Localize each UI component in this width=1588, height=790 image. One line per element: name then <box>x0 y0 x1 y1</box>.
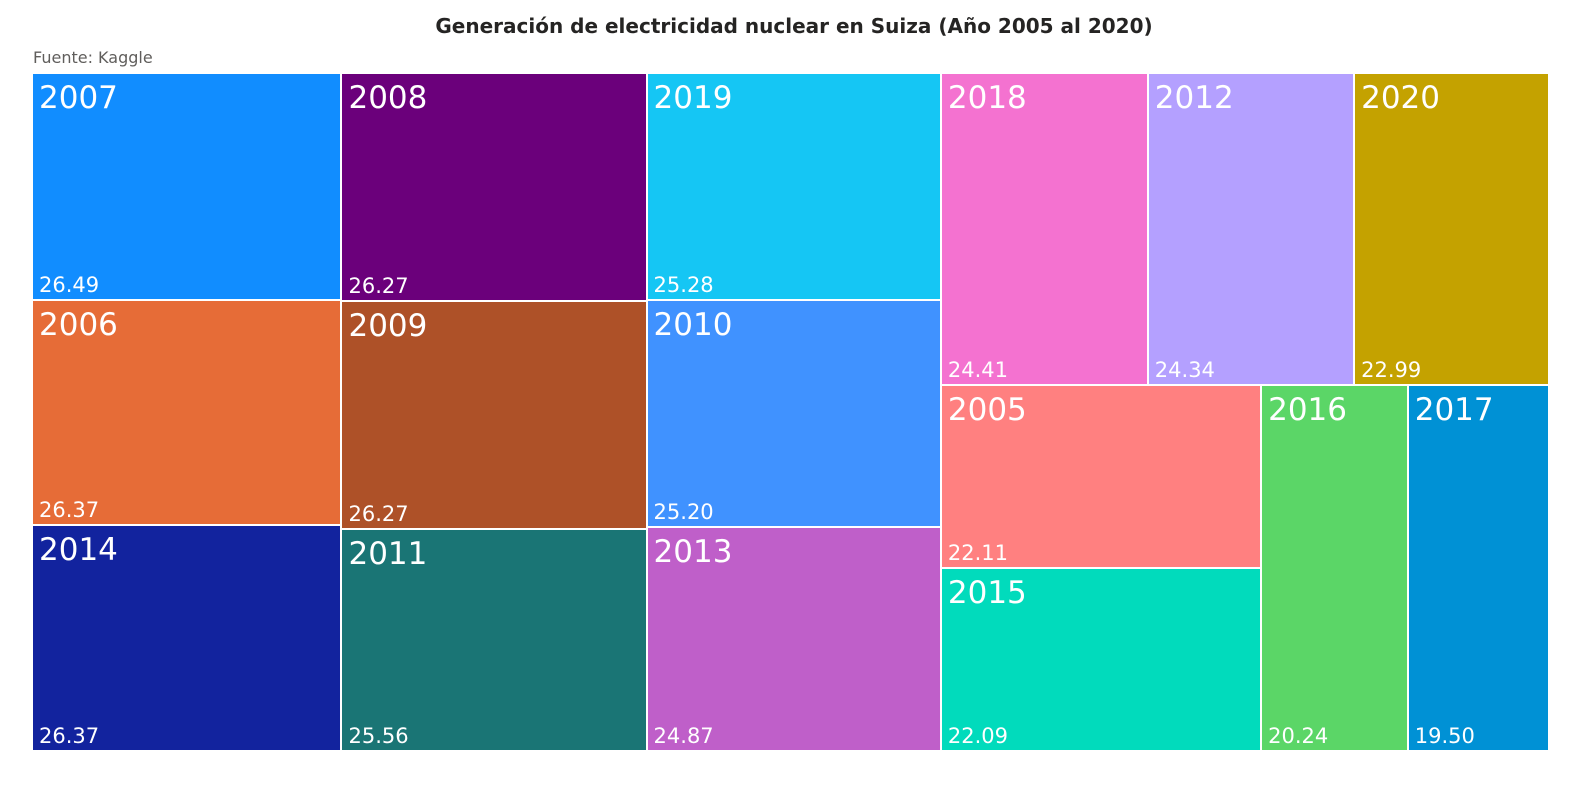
tile-value-label: 26.27 <box>348 274 409 299</box>
treemap-tile-2016[interactable]: 2016 20.24 <box>1262 386 1409 752</box>
tile-category-label: 2006 <box>39 306 118 343</box>
treemap-tile-2015[interactable]: 2015 22.09 <box>941 569 1263 752</box>
treemap-tile-2019[interactable]: 2019 25.28 <box>647 74 942 302</box>
treemap-tile-2008[interactable]: 2008 26.27 <box>342 74 648 303</box>
tile-value-label: 26.49 <box>39 272 100 297</box>
tile-category-label: 2019 <box>653 80 733 116</box>
chart-title: Generación de electricidad nuclear en Su… <box>435 14 1153 38</box>
tile-category-label: 2020 <box>1361 80 1441 116</box>
tile-category-label: 2008 <box>348 80 428 116</box>
tile-value-label: 25.28 <box>653 273 714 298</box>
tile-value-label: 26.37 <box>39 498 100 523</box>
tile-category-label: 2007 <box>39 80 118 116</box>
tile-category-label: 2018 <box>947 80 1027 116</box>
treemap-tile-2011[interactable]: 2011 25.56 <box>342 530 648 752</box>
tile-value-label: 26.37 <box>39 723 100 748</box>
treemap-tile-2014[interactable]: 2014 26.37 <box>33 526 343 752</box>
tile-value-label: 22.09 <box>947 723 1008 748</box>
tile-value-label: 25.20 <box>653 500 714 525</box>
tile-category-label: 2015 <box>947 575 1027 612</box>
tile-value-label: 19.50 <box>1414 723 1475 748</box>
treemap-tile-2018[interactable]: 2018 24.41 <box>941 74 1149 387</box>
tile-value-label: 22.99 <box>1361 358 1422 383</box>
treemap-tile-2005[interactable]: 2005 22.11 <box>941 386 1263 570</box>
treemap-tile-2013[interactable]: 2013 24.87 <box>647 528 942 752</box>
tile-category-label: 2016 <box>1268 392 1347 429</box>
tile-value-label: 25.56 <box>348 723 409 748</box>
treemap-tile-2010[interactable]: 2010 25.20 <box>647 301 942 529</box>
tile-category-label: 2010 <box>653 307 733 344</box>
tile-category-label: 2017 <box>1414 392 1494 429</box>
tile-value-label: 24.87 <box>653 723 714 748</box>
tile-value-label: 22.11 <box>947 541 1008 566</box>
treemap-tile-2012[interactable]: 2012 24.34 <box>1148 74 1356 387</box>
treemap-tile-2017[interactable]: 2017 19.50 <box>1408 386 1550 752</box>
treemap-tile-2020[interactable]: 2020 22.99 <box>1355 74 1550 387</box>
tile-value-label: 24.34 <box>1154 358 1215 383</box>
tile-value-label: 26.27 <box>348 502 409 527</box>
treemap-tile-2009[interactable]: 2009 26.27 <box>342 302 648 531</box>
tile-category-label: 2014 <box>39 532 118 569</box>
chart-subtitle: Fuente: Kaggle <box>33 48 153 67</box>
tile-value-label: 20.24 <box>1268 723 1329 748</box>
tile-category-label: 2011 <box>348 536 428 573</box>
tile-category-label: 2012 <box>1154 80 1234 116</box>
treemap-tile-2007[interactable]: 2007 26.49 <box>33 74 343 301</box>
tile-category-label: 2009 <box>348 308 428 345</box>
tile-value-label: 24.41 <box>947 358 1008 383</box>
tile-category-label: 2005 <box>947 392 1027 429</box>
treemap: 2007 26.49 2006 26.37 2014 26.37 2008 26.27 2009… <box>33 74 1550 752</box>
treemap-tile-2006[interactable]: 2006 26.37 <box>33 300 343 527</box>
tile-category-label: 2013 <box>653 534 733 571</box>
